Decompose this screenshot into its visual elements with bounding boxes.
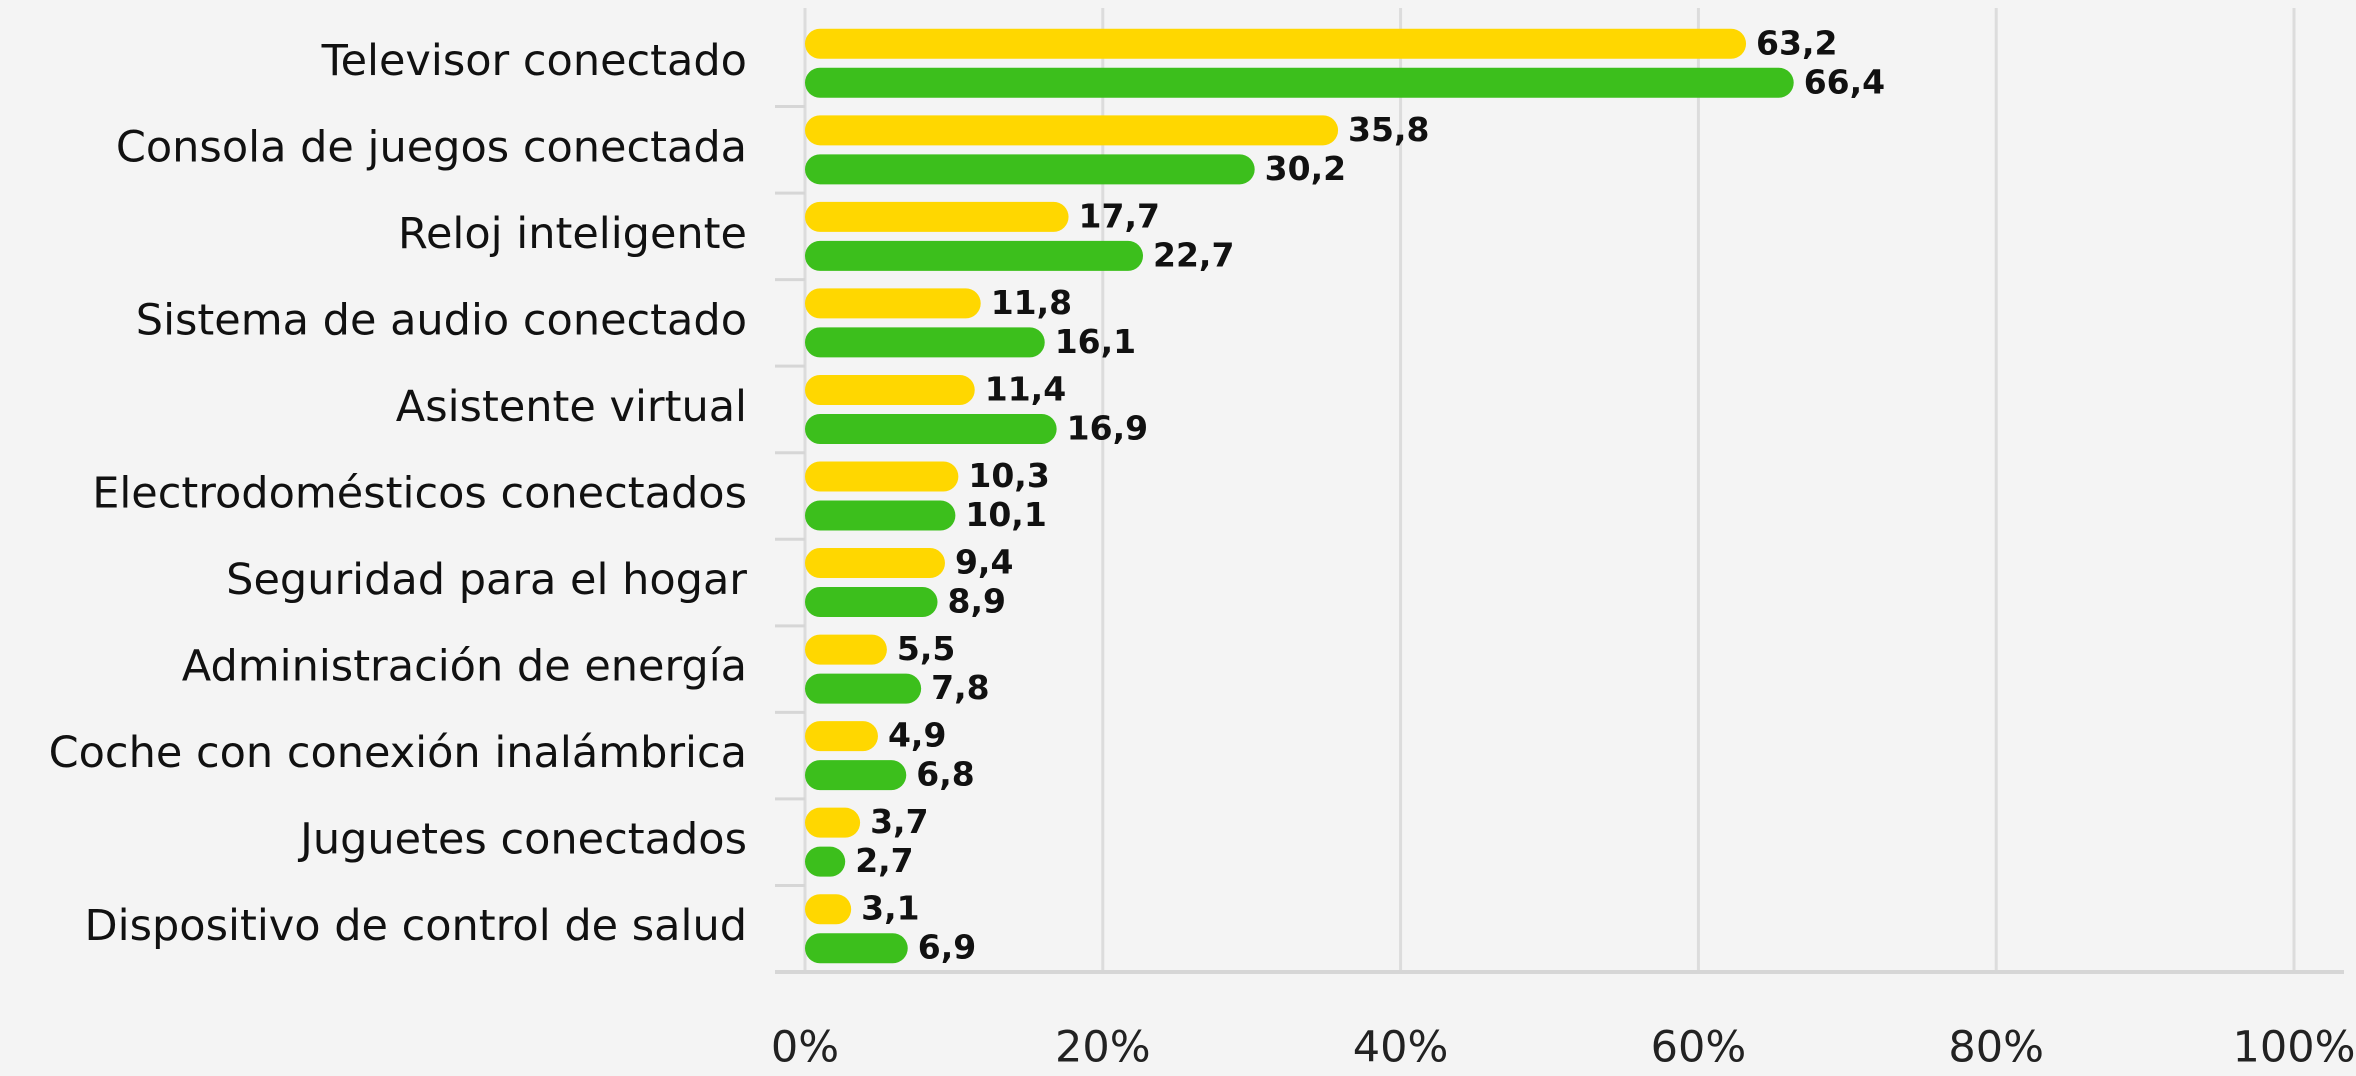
value-label: 11,8	[991, 283, 1072, 322]
bar	[805, 201, 1069, 232]
bar	[805, 374, 975, 405]
value-label: 35,8	[1348, 110, 1429, 149]
category-label: Consola de juegos conectada	[116, 122, 747, 172]
bar	[805, 461, 959, 492]
bar	[805, 721, 878, 752]
bar	[805, 327, 1045, 358]
x-tick-label: 80%	[1948, 1023, 2044, 1073]
bar	[805, 634, 887, 665]
category-label: Coche con conexión inalámbrica	[49, 728, 747, 778]
bar	[805, 587, 938, 618]
value-label: 30,2	[1265, 149, 1346, 188]
bar	[805, 807, 861, 838]
value-label: 17,7	[1079, 196, 1160, 235]
bar	[805, 240, 1144, 271]
value-label: 3,7	[870, 802, 928, 841]
x-tick-label: 60%	[1651, 1023, 1747, 1073]
value-label: 11,4	[985, 369, 1066, 408]
value-label: 16,9	[1067, 408, 1148, 447]
category-label: Administración de energía	[182, 642, 747, 692]
value-label: 63,2	[1756, 23, 1837, 62]
category-label: Televisor conectado	[321, 36, 747, 86]
x-tick-label: 0%	[771, 1023, 839, 1073]
value-label: 4,9	[888, 716, 946, 755]
category-label: Reloj inteligente	[398, 209, 747, 259]
x-tick-label: 40%	[1353, 1023, 1449, 1073]
x-tick-label: 20%	[1055, 1023, 1151, 1073]
value-label: 6,8	[916, 755, 974, 794]
value-label: 66,4	[1804, 62, 1885, 101]
value-label: 5,5	[897, 629, 955, 668]
bar	[805, 154, 1255, 185]
category-label: Asistente virtual	[396, 382, 747, 432]
value-label: 16,1	[1055, 322, 1136, 361]
value-label: 6,9	[918, 928, 976, 967]
bar	[805, 115, 1339, 146]
x-tick-label: 100%	[2233, 1023, 2356, 1073]
bar	[805, 28, 1747, 59]
value-label: 10,1	[965, 495, 1046, 534]
value-label: 10,3	[968, 456, 1049, 495]
bar	[805, 933, 908, 964]
bar	[805, 846, 846, 877]
bar	[805, 894, 852, 925]
value-label: 9,4	[955, 543, 1013, 582]
bar	[805, 67, 1794, 98]
value-label: 3,1	[861, 889, 919, 928]
bar	[805, 548, 945, 579]
category-label: Dispositivo de control de salud	[85, 901, 747, 951]
value-label: 8,9	[948, 582, 1006, 621]
bar	[805, 673, 922, 704]
bar	[805, 500, 956, 531]
value-label: 22,7	[1153, 235, 1234, 274]
category-label: Juguetes conectados	[297, 815, 747, 865]
category-label: Electrodomésticos conectados	[92, 469, 747, 519]
category-label: Sistema de audio conectado	[136, 295, 747, 345]
bar	[805, 413, 1057, 444]
value-label: 7,8	[931, 668, 989, 707]
value-label: 2,7	[855, 841, 913, 880]
category-label: Seguridad para el hogar	[226, 555, 747, 605]
bar	[805, 288, 981, 319]
bar	[805, 760, 907, 791]
